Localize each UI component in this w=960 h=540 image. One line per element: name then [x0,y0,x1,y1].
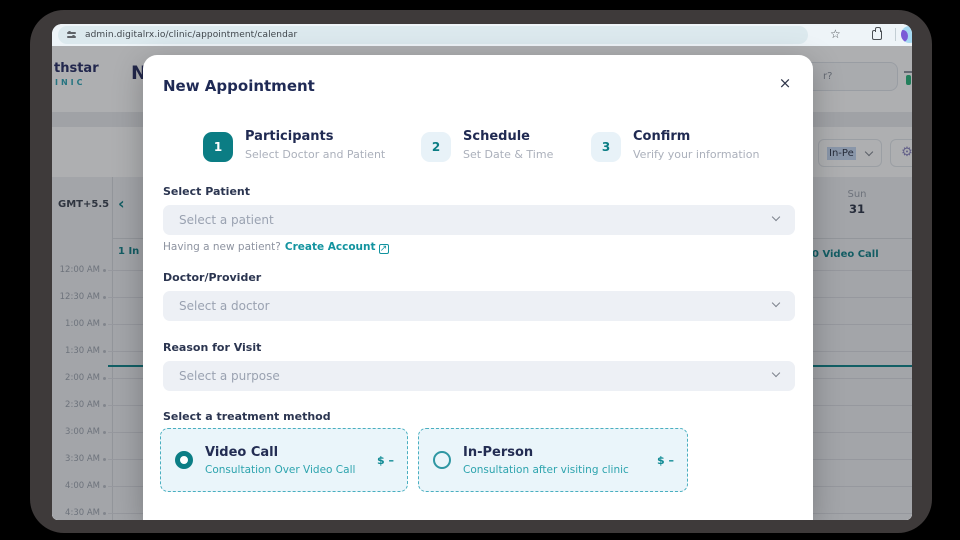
address-bar[interactable]: admin.digitalrx.io/clinic/appointment/ca… [58,26,808,44]
step-confirm: 3 Confirm Verify your information [591,129,759,162]
device-frame: admin.digitalrx.io/clinic/appointment/ca… [30,10,932,533]
close-icon[interactable]: × [778,74,792,92]
settings-button[interactable]: ⚙ [890,139,912,167]
search-placeholder: r? [823,71,833,82]
radio-selected-icon[interactable] [175,451,193,469]
create-account-link[interactable]: Create Account [284,241,376,253]
step-2-badge: 2 [421,132,451,162]
step-3-badge: 3 [591,132,621,162]
clinic-logo: thstar [54,61,99,76]
option-title: Video Call [205,444,279,460]
day-name: Sun [847,189,867,200]
step-3-label: Confirm [633,129,691,144]
appointment-type-value: In-Pe [827,146,856,160]
toolbar-divider [895,28,896,41]
helper-text: Having a new patient? [163,241,281,253]
option-subtitle: Consultation after visiting clinic [463,463,629,476]
treatment-option-in-person[interactable]: In-Person Consultation after visiting cl… [418,428,688,492]
time-dot [103,403,106,407]
time-dot [103,511,106,515]
time-label: 2:30 AM [65,400,100,410]
time-label: 12:00 AM [59,265,100,275]
day-number: 31 [848,202,865,216]
gear-icon: ⚙ [901,145,912,160]
time-label: 4:00 AM [65,481,100,491]
calendar-column-divider [112,177,113,520]
page-title-fragment: N [131,62,147,84]
time-label: 3:30 AM [65,454,100,464]
reason-placeholder: Select a purpose [179,369,280,383]
browser-viewport: admin.digitalrx.io/clinic/appointment/ca… [52,24,912,520]
prev-day-button[interactable]: ‹ [118,194,125,213]
doctor-select[interactable]: Select a doctor [163,291,795,321]
option-subtitle: Consultation Over Video Call [205,463,356,476]
time-dot [103,295,106,299]
treatment-label: Select a treatment method [163,410,331,423]
time-dot [103,322,106,326]
option-title: In-Person [463,444,534,460]
time-dot [103,268,106,272]
reason-select[interactable]: Select a purpose [163,361,795,391]
clinic-logo-sub: INIC [55,78,86,87]
time-label: 1:00 AM [65,319,100,329]
time-dot [103,457,106,461]
filter-icon[interactable] [904,70,912,85]
option-price: $ – [657,453,674,467]
extensions-icon[interactable] [872,27,882,40]
timezone-label: GMT+5.5 [58,199,110,210]
doctor-label: Doctor/Provider [163,271,262,284]
step-3-sublabel: Verify your information [633,148,760,161]
bookmark-star-icon[interactable]: ☆ [830,27,841,41]
chevron-down-icon [771,368,781,378]
time-dot [103,484,106,488]
patient-select[interactable]: Select a patient [163,205,795,235]
url-text[interactable]: admin.digitalrx.io/clinic/appointment/ca… [85,30,298,40]
radio-unselected-icon[interactable] [433,451,451,469]
time-dot [103,349,106,353]
reason-label: Reason for Visit [163,341,262,354]
step-participants: 1 Participants Select Doctor and Patient [203,129,385,162]
time-dot [103,430,106,434]
browser-toolbar: admin.digitalrx.io/clinic/appointment/ca… [52,24,912,46]
step-2-label: Schedule [463,129,530,144]
time-label: 1:30 AM [65,346,100,356]
treatment-option-video-call[interactable]: Video Call Consultation Over Video Call … [160,428,408,492]
new-appointment-modal: New Appointment × 1 Participants Select … [143,55,813,520]
patient-helper: Having a new patient? Create Account ↗ [163,241,389,254]
step-1-badge: 1 [203,132,233,162]
modal-title: New Appointment [163,77,315,95]
inperson-count-badge: 1 In [118,246,140,257]
appointment-type-dropdown[interactable]: In-Pe [818,139,882,167]
time-dot [103,376,106,380]
profile-avatar[interactable] [901,26,912,43]
time-label: 4:30 AM [65,508,100,518]
patient-label: Select Patient [163,185,250,198]
step-schedule: 2 Schedule Set Date & Time [421,129,553,162]
site-settings-icon[interactable] [67,30,77,40]
doctor-placeholder: Select a doctor [179,299,270,313]
option-price: $ – [377,453,394,467]
time-label: 3:00 AM [65,427,100,437]
patient-placeholder: Select a patient [179,213,274,227]
step-2-sublabel: Set Date & Time [463,148,554,161]
chevron-down-icon [771,298,781,308]
chevron-down-icon [771,212,781,222]
external-link-icon: ↗ [378,244,389,254]
step-1-sublabel: Select Doctor and Patient [245,148,386,161]
time-label: 2:00 AM [65,373,100,383]
step-1-label: Participants [245,129,334,144]
time-label: 12:30 AM [59,292,100,302]
videocall-count-badge: 0 Video Call [812,249,879,260]
day-header[interactable]: Sun 31 [835,189,879,216]
